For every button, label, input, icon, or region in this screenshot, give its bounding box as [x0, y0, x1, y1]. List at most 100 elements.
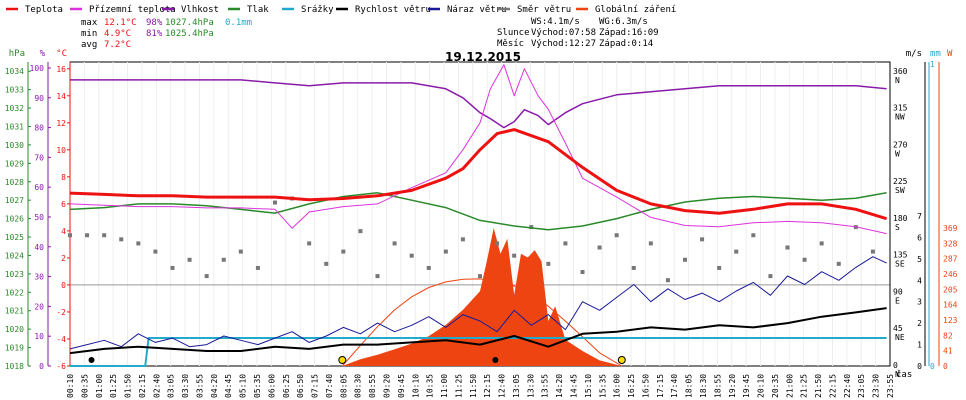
- stats-label: min: [81, 29, 97, 39]
- time-tick-label: 21:25: [800, 374, 809, 398]
- time-tick-label: 11:50: [469, 374, 478, 398]
- time-tick-label: 01:25: [109, 374, 118, 398]
- ms-tick-label: 1: [917, 341, 922, 350]
- dir-name-label: NE: [895, 333, 905, 342]
- w-tick-label: 164: [943, 301, 958, 310]
- temp-axis-tick-label: 12: [56, 119, 66, 128]
- stats-pressure: 1027.4hPa: [165, 18, 214, 28]
- hpa-axis-tick-label: 1034: [5, 67, 24, 76]
- time-tick-label: 23:55: [886, 374, 895, 398]
- wind-direction-point: [187, 257, 192, 262]
- temp-axis-tick-label: -4: [56, 335, 66, 344]
- wind-direction-point: [102, 233, 107, 238]
- legend-label: Srážky: [301, 5, 334, 15]
- hpa-axis-tick-label: 1021: [5, 307, 24, 316]
- time-tick-label: 07:15: [311, 374, 320, 398]
- time-tick-label: 03:30: [181, 374, 190, 398]
- wind-direction-point: [426, 265, 431, 270]
- wind-direction-point: [734, 249, 739, 254]
- hpa-axis-label: hPa: [9, 49, 25, 59]
- wind-speed-line: [69, 307, 887, 355]
- time-tick-label: 04:20: [210, 374, 219, 398]
- dir-name-label: N: [895, 370, 900, 379]
- stats-humidity: 81%: [146, 29, 163, 39]
- dir-name-label: NW: [895, 113, 905, 122]
- ms-tick-label: 6: [917, 233, 922, 242]
- w-tick-label: 369: [943, 224, 958, 233]
- wind-direction-point: [409, 253, 414, 258]
- hpa-axis-tick-label: 1020: [5, 325, 24, 334]
- hpa-axis-tick-label: 1022: [5, 288, 24, 297]
- time-tick-label: 23:05: [857, 374, 866, 398]
- w-tick-label: 41: [943, 347, 953, 356]
- time-tick-label: 07:40: [325, 374, 334, 398]
- wind-direction-point: [358, 229, 363, 234]
- dir-tick-label: 315: [893, 104, 908, 113]
- dir-tick-label: 45: [893, 324, 903, 333]
- hpa-axis-tick-label: 1030: [5, 141, 24, 150]
- time-tick-label: 14:45: [570, 374, 579, 398]
- time-tick-label: 15:35: [598, 374, 607, 398]
- w-tick-label: 246: [943, 270, 958, 279]
- temperature-line: [69, 128, 888, 221]
- wind-direction-point: [614, 233, 619, 238]
- sunset-marker: [617, 356, 626, 364]
- legend-label: Tlak: [247, 5, 269, 15]
- hpa-axis-tick-label: 1033: [5, 86, 24, 95]
- time-tick-label: 13:05: [512, 374, 521, 398]
- hpa-axis-tick-label: 1026: [5, 215, 24, 224]
- time-tick-label: 21:00: [785, 374, 794, 398]
- time-tick-label: 10:10: [411, 374, 420, 398]
- hpa-axis-tick-label: 1027: [5, 196, 24, 205]
- wind-direction-point: [580, 270, 585, 275]
- time-tick-label: 06:25: [282, 374, 291, 398]
- wind-speed-info: WS:4.1m/s: [531, 17, 580, 27]
- wind-direction-point: [85, 233, 90, 238]
- wind-direction-point: [785, 245, 790, 250]
- time-tick-label: 05:10: [239, 374, 248, 398]
- stats-humidity: 98%: [146, 18, 163, 28]
- time-tick-label: 22:15: [829, 374, 838, 398]
- pct-axis-tick-label: 30: [34, 273, 44, 282]
- stats-pressure: 1025.4hPa: [165, 29, 214, 39]
- sunrise-marker: [338, 356, 347, 364]
- time-tick-label: 00:35: [80, 374, 89, 398]
- pct-axis-tick-label: 10: [34, 332, 44, 341]
- wind-direction-point: [170, 265, 175, 270]
- humidity-line: [70, 79, 887, 129]
- wind-direction-point: [324, 261, 329, 266]
- wind-direction-point: [751, 233, 756, 238]
- time-tick-label: 12:40: [498, 374, 507, 398]
- time-tick-label: 09:20: [383, 374, 392, 398]
- hpa-axis-tick-label: 1031: [5, 122, 24, 131]
- radiation-area: [342, 228, 622, 366]
- wind-direction-point: [204, 274, 209, 279]
- ms-tick-label: 4: [917, 276, 922, 285]
- time-tick-label: 21:50: [814, 374, 823, 398]
- pct-axis-tick-label: 20: [34, 302, 44, 311]
- legend-label: Vlhkost: [181, 5, 219, 15]
- time-tick-label: 16:50: [641, 374, 650, 398]
- ms-axis-label: m/s: [906, 49, 922, 59]
- w-tick-label: 328: [943, 239, 958, 248]
- wind-direction-point: [153, 249, 158, 254]
- wind-direction-point: [700, 237, 705, 242]
- dir-tick-label: 360: [893, 67, 908, 76]
- w-tick-label: 82: [943, 331, 953, 340]
- mm-tick-label: 0: [930, 362, 935, 371]
- stats-temp: 7.2°C: [104, 40, 131, 50]
- ms-tick-label: 0: [917, 362, 922, 371]
- wind-direction-point: [819, 241, 824, 246]
- time-tick-label: 19:45: [742, 374, 751, 398]
- stats-label: avg: [81, 40, 97, 50]
- time-tick-label: 11:00: [440, 374, 449, 398]
- time-tick-label: 11:25: [454, 374, 463, 398]
- ms-tick-label: 3: [917, 298, 922, 307]
- wind-direction-point: [375, 274, 380, 279]
- wind-direction-point: [870, 249, 875, 254]
- legend-label: Přízemní teplota: [89, 5, 176, 15]
- time-axis-label: čas: [896, 369, 912, 380]
- dir-tick-label: 90: [893, 287, 903, 296]
- wind-direction-point: [648, 241, 653, 246]
- w-tick-label: 123: [943, 316, 958, 325]
